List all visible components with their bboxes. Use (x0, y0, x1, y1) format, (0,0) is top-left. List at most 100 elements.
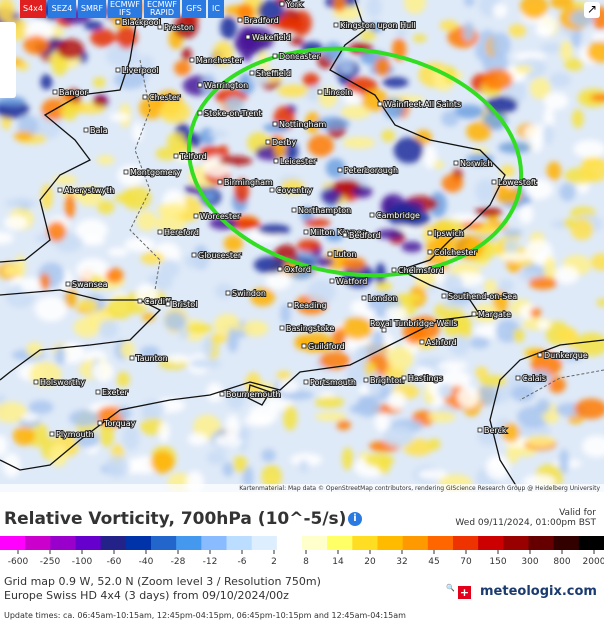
colorbar-segment (352, 536, 378, 550)
city-dot (337, 167, 343, 173)
field-cell (357, 394, 377, 413)
model-button[interactable]: S4x4 (20, 0, 46, 18)
field-cell (56, 38, 84, 60)
field-cell (482, 110, 508, 130)
field-cell (314, 396, 345, 408)
city-label: York (285, 0, 303, 9)
field-cell (160, 209, 172, 220)
field-cell (401, 209, 430, 228)
model-button[interactable]: GFS (182, 0, 206, 18)
city-dot (333, 22, 339, 28)
map-tools[interactable] (0, 22, 16, 98)
colorbar-segment (125, 536, 152, 550)
field-cell (343, 91, 362, 105)
city-dot (287, 302, 293, 308)
colorbar-segment (0, 536, 26, 550)
city-label: Cambridge (376, 211, 420, 220)
valid-time: Wed 09/11/2024, 01:00pm BST (455, 518, 596, 528)
city-dot (157, 229, 163, 235)
field-cell (530, 130, 543, 153)
field-cell (513, 328, 525, 343)
model-button[interactable]: ECMWF RAPID (144, 0, 180, 18)
city-dot (303, 229, 309, 235)
field-cell (227, 327, 239, 353)
field-cell (257, 0, 284, 22)
city-label: Chelmsford (398, 266, 444, 275)
city-dot (381, 327, 387, 333)
field-cell (341, 257, 367, 271)
model-button[interactable]: SMRF (78, 0, 106, 18)
title: Relative Vorticity, 700hPa (10^-5/s) (4, 509, 347, 529)
model-button[interactable]: ECMWF IFS (108, 0, 142, 18)
field-cell (124, 237, 156, 252)
city-dot (279, 325, 285, 331)
city-label: Bristol (172, 300, 197, 309)
city-label: Calais (522, 374, 546, 383)
city-label: Bangor (59, 88, 88, 97)
city-label: Berck (484, 426, 507, 435)
field-cell (99, 424, 115, 447)
city-dot (377, 101, 383, 107)
model-button[interactable]: SEZ4 (48, 0, 76, 18)
city-label: Guildford (308, 342, 345, 351)
field-cell (208, 129, 228, 139)
field-cell (535, 24, 554, 37)
field-cell (441, 110, 460, 127)
city-label: Torquay (103, 419, 136, 428)
field-cell (559, 40, 573, 61)
city-dot (142, 94, 148, 100)
field-cell (159, 99, 191, 124)
city-dot (301, 343, 307, 349)
field-cell (321, 188, 342, 204)
city-dot (265, 139, 271, 145)
field-cell (226, 386, 246, 410)
attribution-bg (0, 484, 604, 492)
field-cell (500, 164, 515, 178)
model-button[interactable]: IC (208, 0, 224, 18)
city-label: Chester (149, 93, 181, 102)
field-cell (393, 137, 424, 164)
field-cell (383, 425, 414, 448)
field-cell (122, 424, 140, 451)
city-label: Swindon (232, 289, 266, 298)
city-label: Ipswich (434, 229, 464, 238)
city-dot (129, 355, 135, 361)
field-cell (372, 329, 385, 352)
share-button[interactable]: ↗ (584, 2, 600, 18)
field-cell (49, 443, 68, 467)
field-cell (266, 395, 293, 411)
field-cell (142, 312, 155, 322)
field-cell (525, 239, 553, 263)
field-cell (449, 335, 470, 356)
city-label: Wakefield (252, 33, 291, 42)
city-label: Exeter (102, 388, 129, 397)
city-dot (217, 179, 223, 185)
colorbar-label: -40 (139, 557, 154, 567)
city-dot (419, 339, 425, 345)
field-cell (475, 366, 488, 378)
field-cell (51, 52, 68, 76)
city-dot (537, 352, 543, 358)
city-label: Liverpool (122, 66, 159, 75)
colorbar-label: 150 (489, 557, 506, 567)
field-cell (508, 24, 527, 38)
field-cell (212, 41, 234, 67)
field-cell (437, 361, 468, 370)
colorbar-segment (578, 536, 604, 550)
colorbar-label: -600 (8, 557, 29, 567)
field-cell (220, 16, 237, 40)
field-cell (250, 287, 276, 307)
colorbar-segment (201, 536, 227, 550)
city-label: Worcester (200, 212, 241, 221)
field-cell (41, 183, 53, 210)
city-label: Gloucester (198, 251, 242, 260)
field-cell (590, 253, 604, 271)
field-cell (90, 28, 116, 47)
city-dot (33, 379, 39, 385)
field-cell (528, 276, 558, 290)
city-label: Milton Keynes (310, 228, 366, 237)
field-cell (570, 218, 594, 241)
field-cell (107, 295, 134, 320)
info-icon[interactable]: i (348, 512, 362, 526)
